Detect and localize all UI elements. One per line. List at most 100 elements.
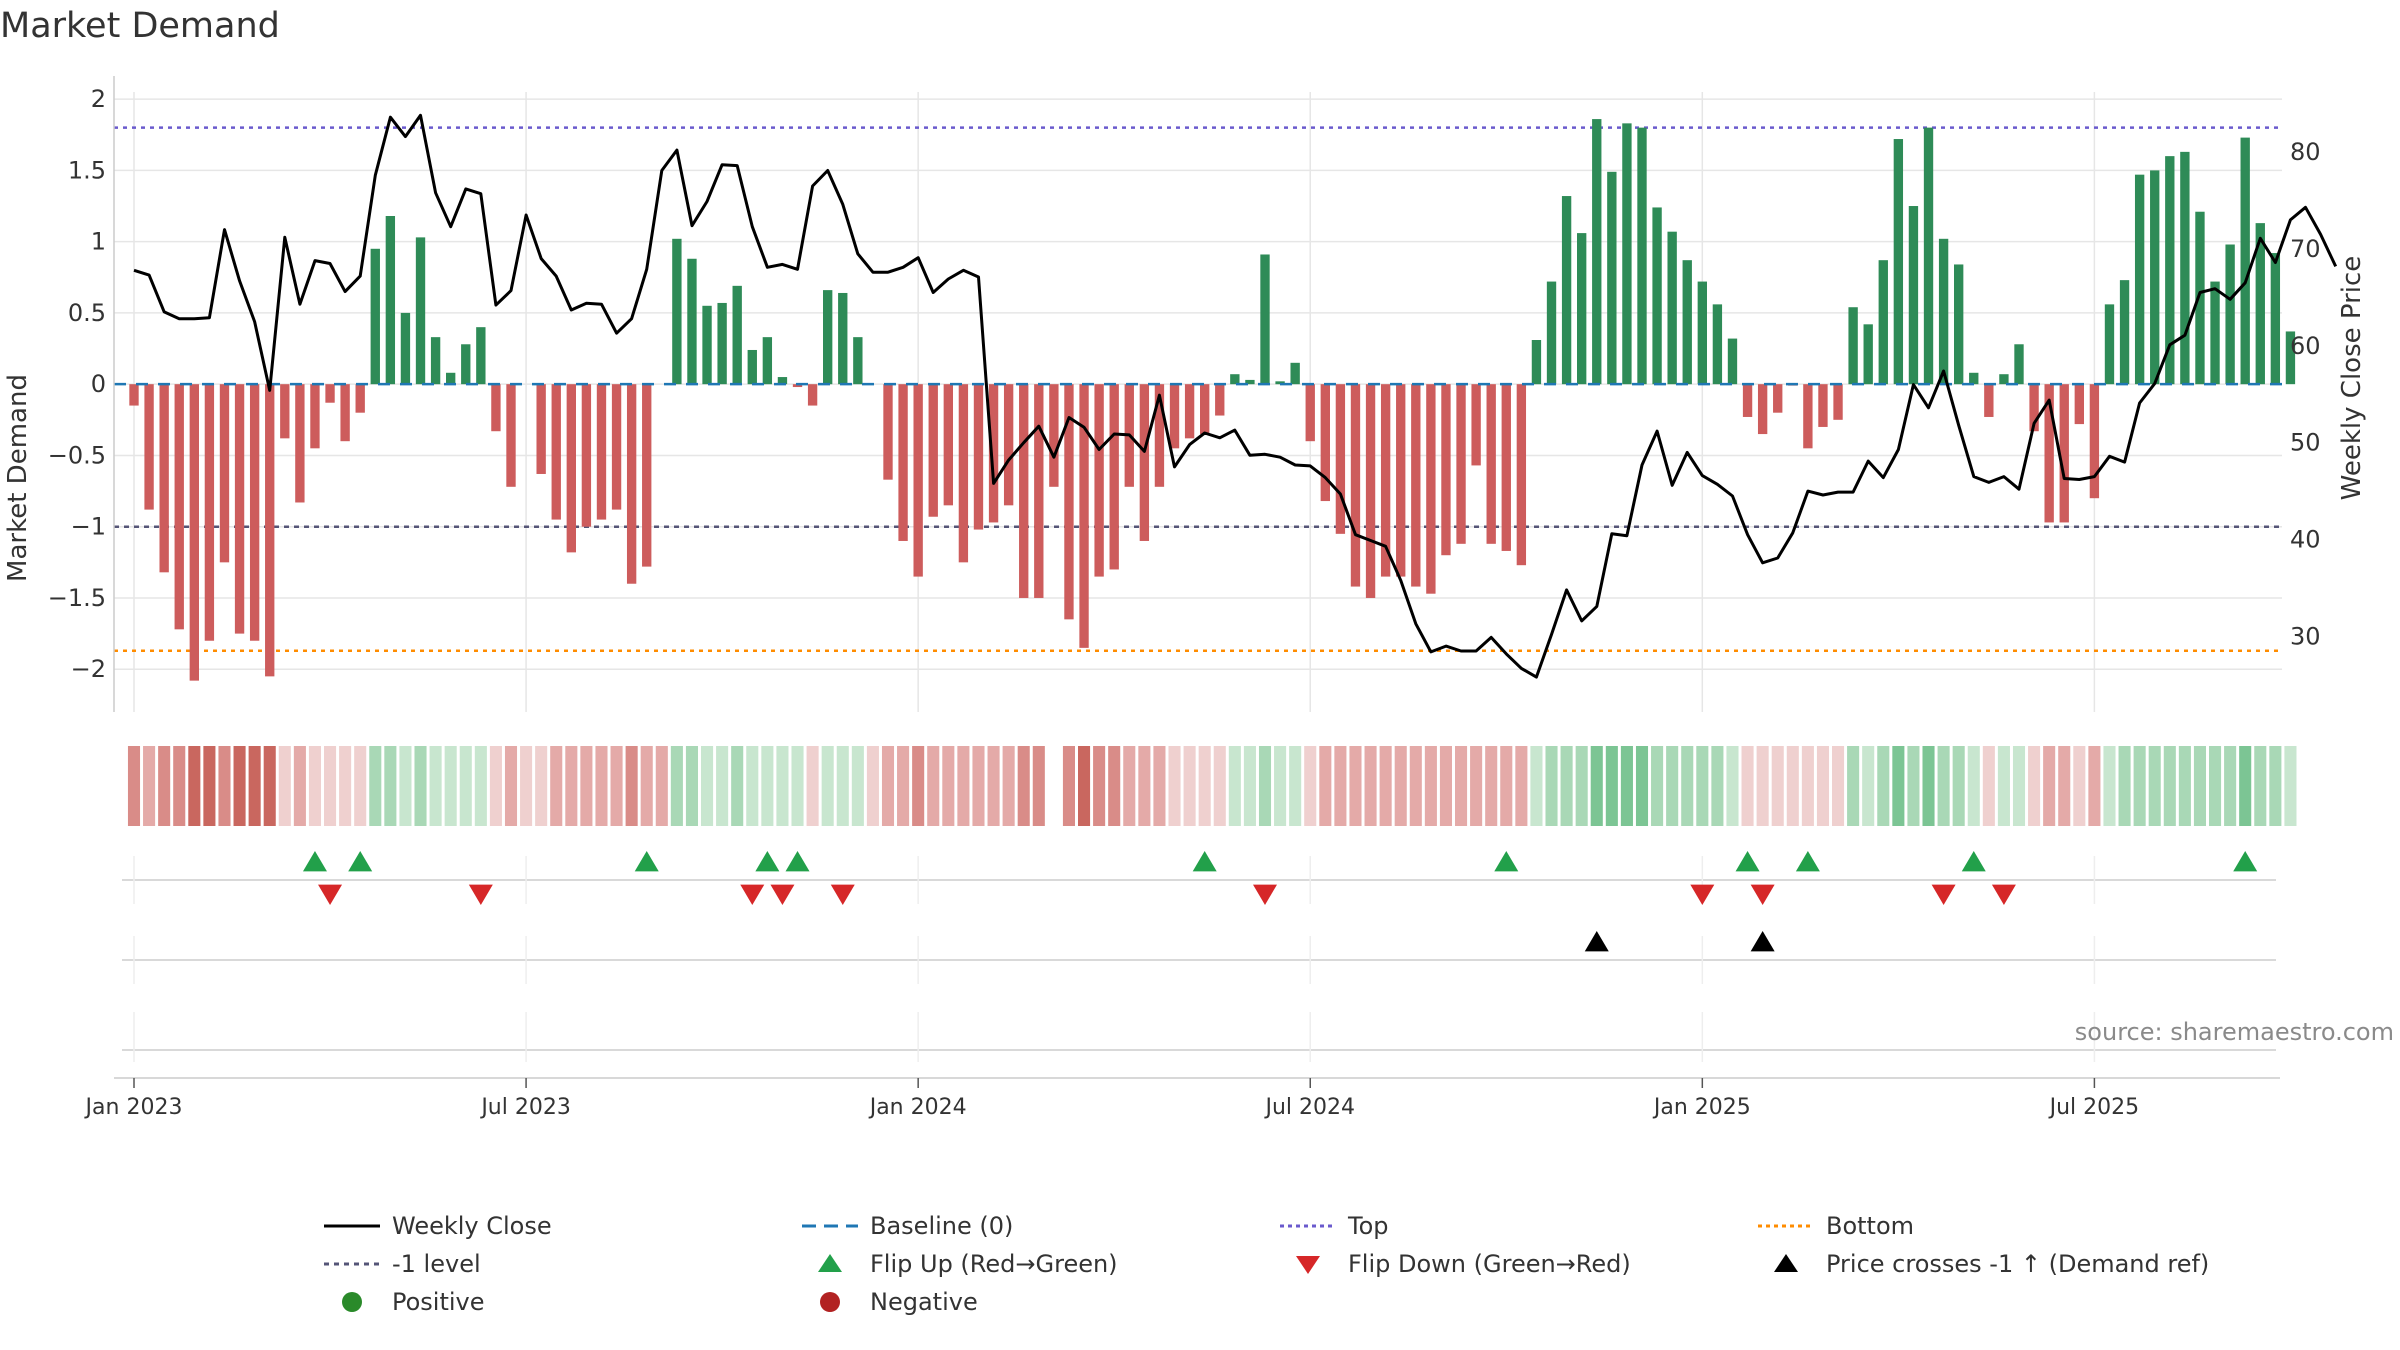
legend-item: Baseline (0) (798, 1208, 1013, 1244)
demand-bar (1426, 384, 1436, 594)
triangle-up-icon (1961, 851, 1986, 872)
demand-bar (219, 384, 230, 563)
heatmap-cell (1002, 746, 1015, 826)
demand-bar (310, 384, 320, 449)
heatmap-cell (535, 746, 548, 826)
triangle-up-icon (1192, 851, 1217, 872)
heatmap-cell (2043, 746, 2056, 826)
triangle-down-icon (1690, 884, 1715, 905)
heatmap-cell (851, 746, 864, 826)
demand-bar (1984, 384, 1994, 417)
triangle-up-icon (785, 851, 810, 872)
heatmap-cell (1108, 746, 1121, 826)
heatmap-cell (1409, 746, 1422, 826)
demand-bar (340, 384, 350, 442)
heatmap-cell (1470, 746, 1483, 826)
demand-bar (566, 384, 576, 553)
heatmap-cell (158, 746, 171, 826)
heatmap-cell (354, 746, 367, 826)
heatmap-cell (640, 746, 653, 826)
heatmap-cell (2148, 746, 2161, 826)
triangle-up-icon (1584, 931, 1609, 952)
demand-bar (1350, 384, 1361, 587)
demand-bar (1531, 340, 1542, 385)
heatmap-cell (2163, 746, 2176, 826)
heatmap-cell (429, 746, 442, 826)
demand-bar (928, 384, 938, 517)
heatmap-cell (1183, 746, 1196, 826)
demand-bar (536, 384, 546, 474)
heatmap-cell (2073, 746, 2086, 826)
heatmap-cell (912, 746, 925, 826)
heatmap-cell (1922, 746, 1935, 826)
heatmap-cell (324, 746, 337, 826)
demand-bar (717, 302, 727, 385)
heatmap-cell (339, 746, 352, 826)
demand-bar (777, 377, 788, 385)
demand-bar (2240, 137, 2250, 385)
demand-bar (2089, 384, 2100, 499)
heatmap-cell (550, 746, 563, 826)
demand-bar (1245, 379, 1255, 385)
y-tick-label-right: 60 (2290, 332, 2321, 360)
heatmap-cell (1862, 746, 1875, 826)
heatmap-cell (1651, 746, 1664, 826)
heatmap-cell (1394, 746, 1407, 826)
demand-bar (1169, 384, 1180, 449)
demand-bar (1049, 384, 1059, 487)
heatmap-cell (1364, 746, 1377, 826)
heatmap-cell (1485, 746, 1498, 826)
heatmap-cell (1590, 746, 1603, 826)
y-axis-label-left: Market Demand (3, 374, 33, 582)
heatmap-cell (218, 746, 231, 826)
heatmap-cell (1274, 746, 1287, 826)
heatmap-cell (1334, 746, 1347, 826)
heatmap-cell (1816, 746, 1829, 826)
demand-bar (476, 327, 486, 385)
legend-item: Flip Up (Red→Green) (798, 1246, 1118, 1282)
y-tick-label-left: −1 (71, 513, 106, 541)
y-tick-label-left: 1 (91, 228, 106, 256)
heatmap-cell (866, 746, 879, 826)
demand-bar (1727, 338, 1738, 385)
dotted-line-icon (1758, 1224, 1814, 1228)
heatmap-cell (2012, 746, 2026, 826)
signal-panels (114, 856, 2280, 1079)
heatmap-cell (173, 746, 186, 826)
heatmap-cell (2028, 746, 2041, 826)
demand-bar (1908, 206, 1919, 385)
demand-bar (1441, 384, 1451, 556)
heatmap-cell (2118, 746, 2131, 826)
legend-item: Bottom (1754, 1208, 1914, 1244)
heatmap-cell (1093, 746, 1106, 826)
demand-bar (1803, 384, 1813, 449)
triangle-up-icon (2233, 851, 2258, 872)
heatmap-cell (1605, 746, 1618, 826)
demand-bar (1757, 384, 1768, 435)
y-tick-label-right: 80 (2290, 138, 2321, 166)
heatmap-cell (1304, 746, 1317, 826)
demand-bar (958, 384, 969, 563)
heatmap-cell (1062, 746, 1075, 826)
demand-bar (642, 384, 652, 567)
chart-title: Market Demand (0, 6, 280, 46)
demand-bar (672, 238, 682, 385)
triangle-up-icon (634, 851, 659, 872)
demand-bar (2074, 384, 2084, 425)
demand-bar (596, 384, 607, 520)
demand-bar (1215, 384, 1225, 416)
demand-bar (1652, 207, 1662, 385)
legend-item: Top (1276, 1208, 1389, 1244)
demand-bar (702, 305, 712, 385)
triangle-up-icon (1774, 1254, 1798, 1272)
demand-bar (461, 344, 471, 385)
demand-heatmap-strip (127, 746, 2297, 826)
heatmap-cell (2269, 746, 2282, 826)
legend-item: Flip Down (Green→Red) (1276, 1246, 1631, 1282)
heatmap-cell (625, 746, 638, 826)
y-tick-label-left: 1.5 (68, 156, 106, 184)
heatmap-cell (2133, 746, 2146, 826)
dashed-line-icon (802, 1224, 858, 1228)
triangle-down-icon (318, 884, 343, 905)
demand-bar (2014, 344, 2024, 385)
